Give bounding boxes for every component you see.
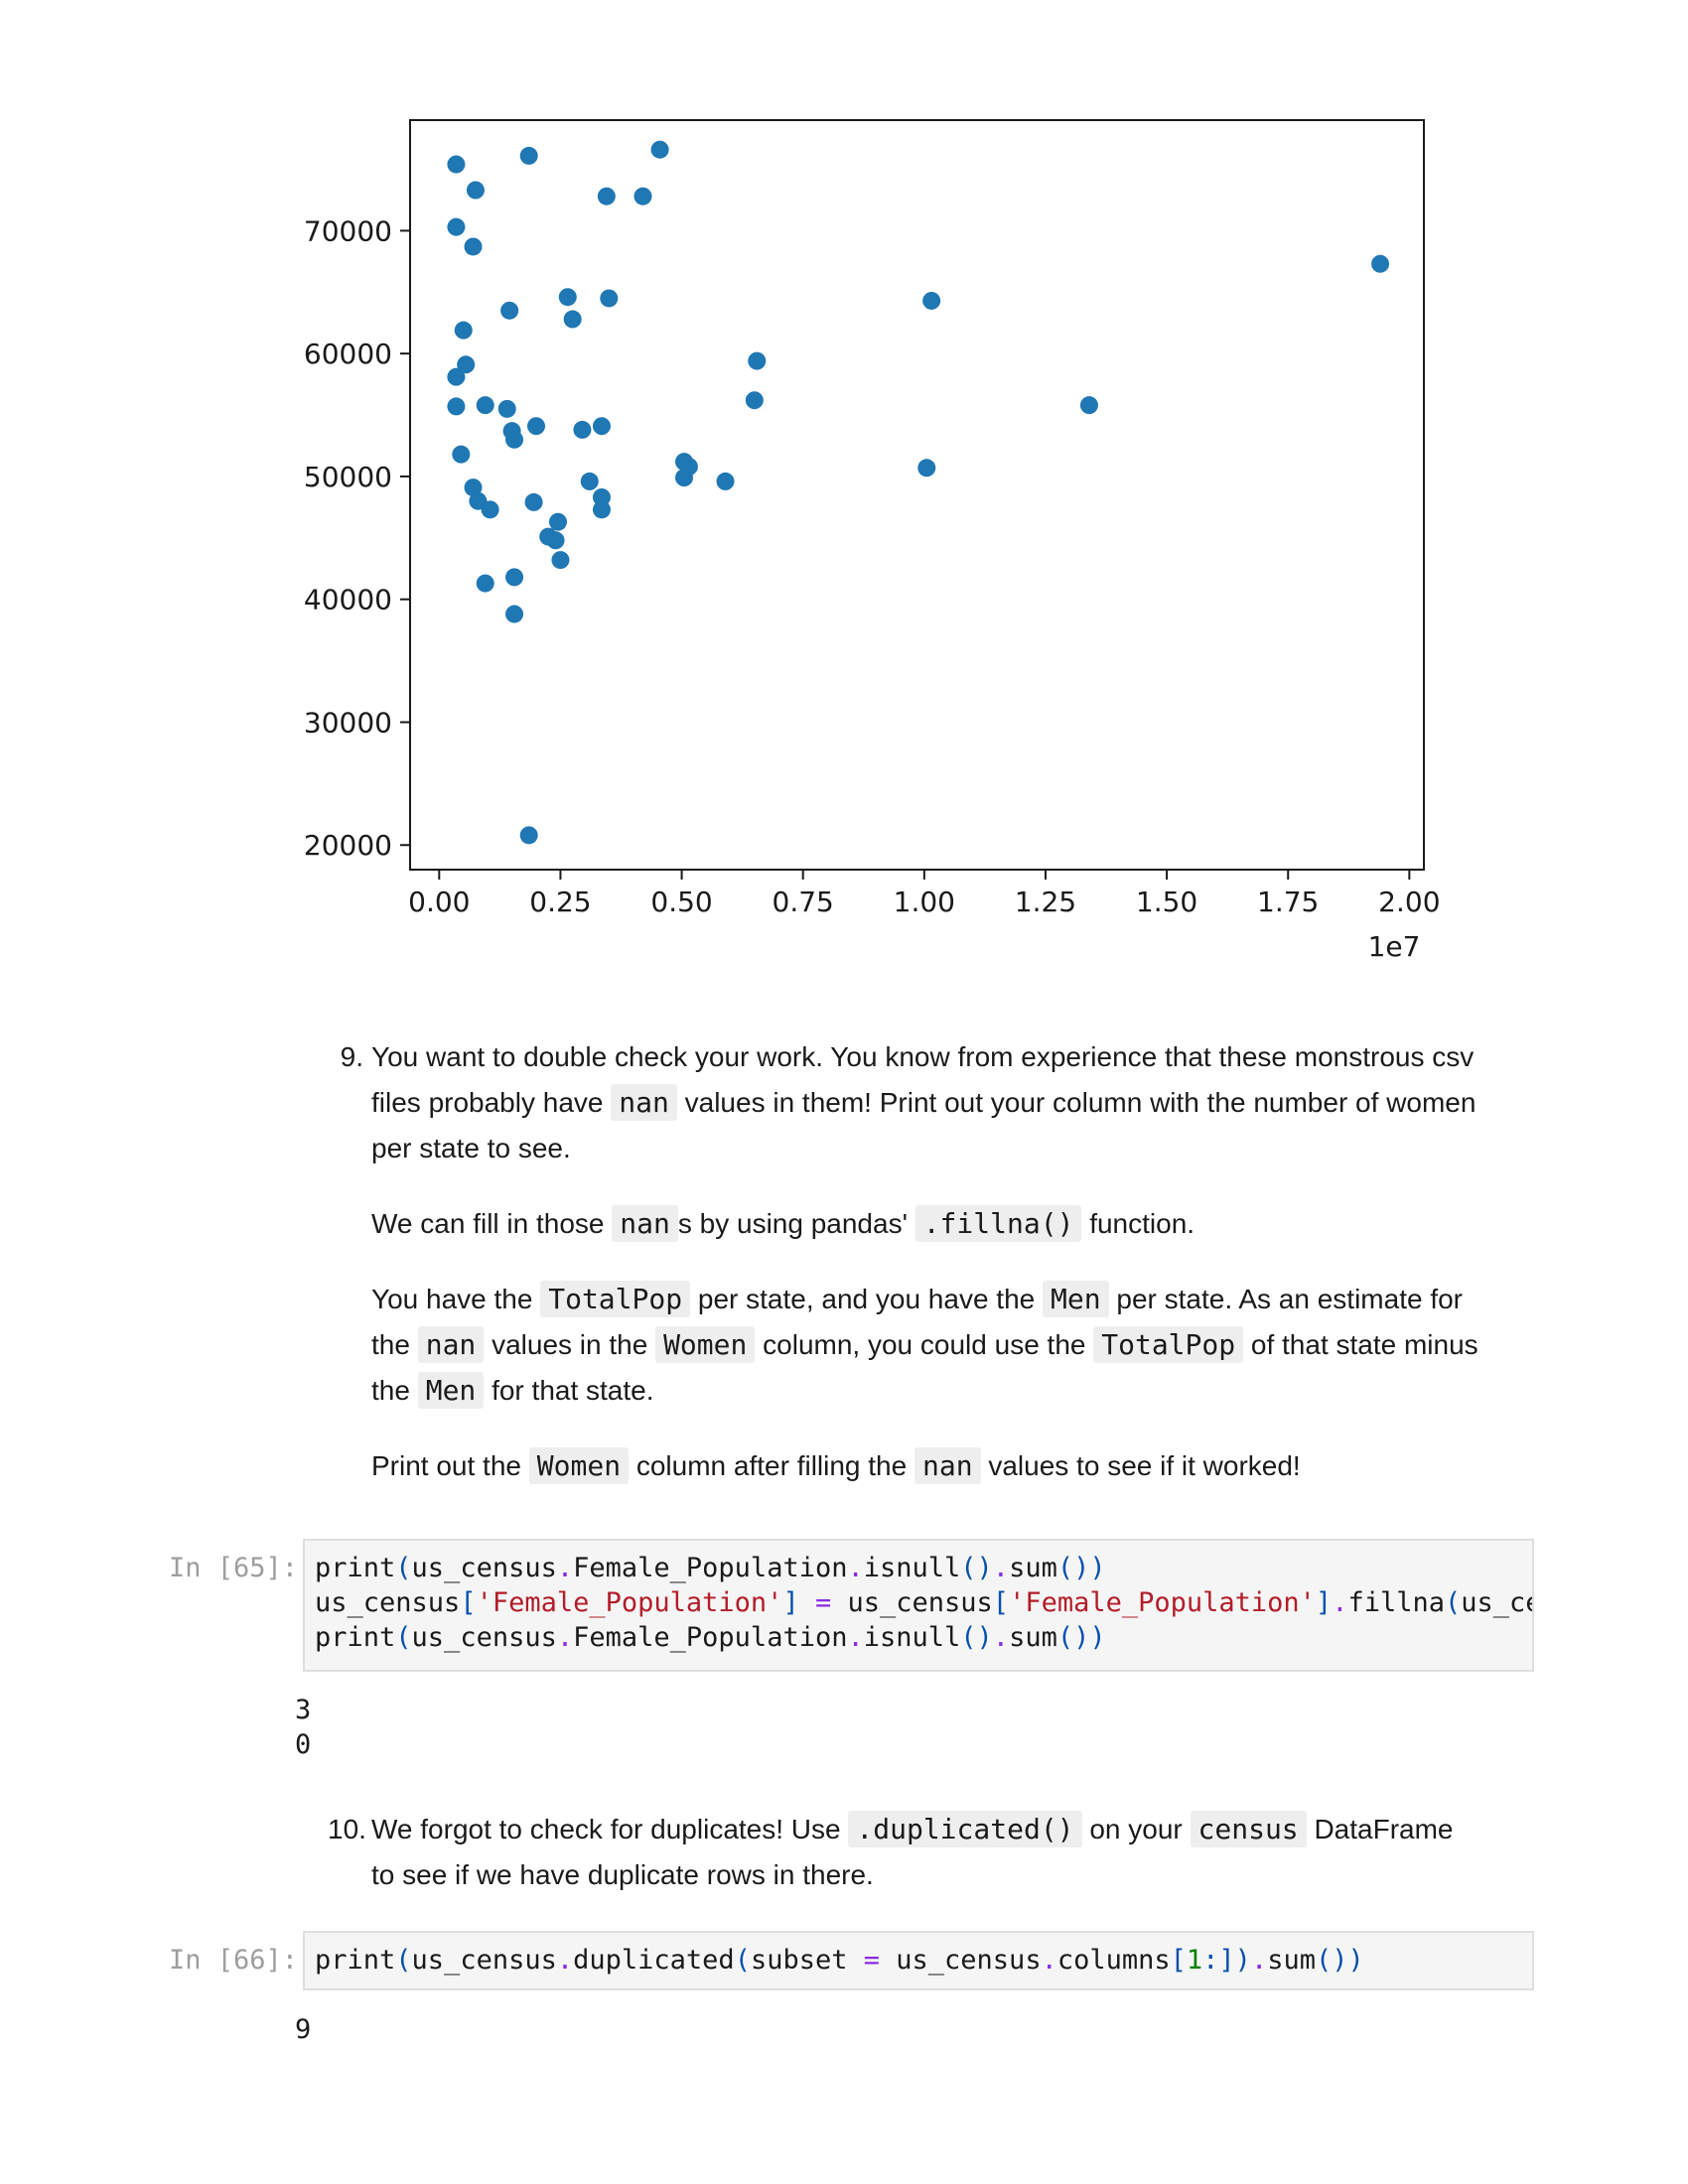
cell-output: 3 0 bbox=[295, 1693, 311, 1762]
cell-output: 9 bbox=[295, 2012, 311, 2047]
scatter-point bbox=[650, 140, 669, 159]
x-multiplier-label: 1e7 bbox=[1368, 930, 1421, 963]
scatter-point bbox=[452, 445, 471, 464]
cell-prompt: In [66]: bbox=[168, 1945, 298, 1976]
x-tick-label: 0.00 bbox=[408, 886, 470, 918]
y-tick-label: 60000 bbox=[304, 338, 392, 370]
scatter-point bbox=[716, 472, 735, 490]
inline-code: nan bbox=[417, 1326, 485, 1363]
scatter-point bbox=[481, 500, 499, 519]
list-number: 9. bbox=[340, 1041, 363, 1072]
scatter-point bbox=[505, 568, 524, 587]
scatter-point bbox=[500, 301, 519, 320]
scatter-point bbox=[548, 512, 567, 531]
scatter-point bbox=[558, 288, 577, 307]
y-tick-label: 20000 bbox=[304, 829, 392, 862]
y-tick-label: 50000 bbox=[304, 461, 392, 493]
scatter-point bbox=[519, 146, 538, 165]
q9-paragraph-3: You have the TotalPop per state, and you… bbox=[371, 1281, 1478, 1409]
points-layer bbox=[447, 140, 1390, 845]
inline-code: nan bbox=[914, 1447, 981, 1484]
scatter-point bbox=[447, 217, 466, 236]
scatter-point bbox=[597, 187, 616, 205]
markdown-q10: 10. We forgot to check for duplicates! U… bbox=[328, 1807, 1479, 1928]
markdown-q9: 9. You want to double check your work. Y… bbox=[328, 1034, 1479, 1519]
inline-code: nan bbox=[612, 1205, 678, 1242]
scatter-point bbox=[454, 321, 473, 340]
q9-paragraph-1: You want to double check your work. You … bbox=[371, 1041, 1477, 1163]
scatter-point bbox=[447, 367, 466, 386]
inline-code: Men bbox=[417, 1372, 485, 1409]
x-tick-label: 1.50 bbox=[1136, 886, 1197, 918]
scatter-point bbox=[466, 181, 485, 200]
scatter-point bbox=[476, 574, 494, 593]
scatter-point bbox=[633, 187, 652, 205]
scatter-point bbox=[1371, 254, 1390, 273]
scatter-point bbox=[505, 430, 524, 449]
inline-code: TotalPop bbox=[540, 1281, 691, 1317]
scatter-point bbox=[476, 396, 494, 415]
x-tick-label: 0.75 bbox=[773, 886, 834, 918]
output-line: 0 bbox=[295, 1729, 312, 1760]
scatter-point bbox=[464, 478, 483, 497]
scatter-point bbox=[563, 310, 582, 329]
scatter-point bbox=[551, 551, 570, 570]
scatter-point bbox=[745, 391, 764, 410]
q9-paragraph-4: Print out the Women column after filling… bbox=[371, 1447, 1301, 1484]
scatter-point bbox=[464, 237, 483, 256]
code-input[interactable]: print(us_census.Female_Population.isnull… bbox=[303, 1539, 1534, 1672]
scatter-point bbox=[497, 399, 516, 418]
output-line: 3 bbox=[295, 1695, 312, 1725]
scatter-chart: 0.00 0.25 0.50 0.75 1.00 1.25 1.50 1.75 2.00 200… bbox=[304, 119, 1441, 963]
inline-code: nan bbox=[611, 1084, 677, 1121]
scatter-point bbox=[600, 289, 619, 308]
scatter-point bbox=[917, 459, 936, 478]
x-tick-label: 1.00 bbox=[894, 886, 955, 918]
scatter-point bbox=[519, 826, 538, 845]
inline-code: TotalPop bbox=[1093, 1326, 1244, 1363]
inline-code: Women bbox=[655, 1326, 756, 1363]
inline-code: .fillna() bbox=[914, 1205, 1082, 1242]
x-ticks: 0.00 0.25 0.50 0.75 1.00 1.25 1.50 1.75 2.00 bbox=[408, 870, 1441, 918]
scatter-point bbox=[505, 605, 524, 623]
scatter-point bbox=[748, 351, 767, 370]
inline-code: Men bbox=[1043, 1281, 1109, 1317]
scatter-point bbox=[592, 417, 611, 436]
scatter-point bbox=[524, 492, 543, 511]
q10-paragraph: We forgot to check for duplicates! Use .… bbox=[371, 1811, 1454, 1890]
x-tick-label: 2.00 bbox=[1378, 886, 1440, 918]
y-tick-label: 40000 bbox=[304, 584, 392, 616]
scatter-point bbox=[675, 469, 694, 487]
x-tick-label: 1.75 bbox=[1257, 886, 1319, 918]
scatter-point bbox=[1079, 396, 1098, 415]
list-number: 10. bbox=[328, 1814, 366, 1844]
scatter-point bbox=[573, 420, 592, 439]
x-tick-label: 0.50 bbox=[650, 886, 712, 918]
y-ticks: 20000 30000 40000 50000 60000 70000 bbox=[304, 214, 410, 862]
inline-code: census bbox=[1190, 1811, 1307, 1847]
y-tick-label: 70000 bbox=[304, 214, 392, 247]
scatter-point bbox=[457, 355, 476, 374]
scatter-point bbox=[546, 531, 565, 550]
plot-frame bbox=[409, 119, 1425, 871]
cell-prompt: In [65]: bbox=[168, 1553, 298, 1583]
scatter-point bbox=[447, 397, 466, 416]
x-tick-label: 1.25 bbox=[1015, 886, 1076, 918]
inline-code: Women bbox=[528, 1447, 630, 1484]
output-line: 9 bbox=[295, 2014, 312, 2045]
y-tick-label: 30000 bbox=[304, 706, 392, 739]
inline-code: .duplicated() bbox=[848, 1811, 1082, 1847]
scatter-point bbox=[922, 291, 941, 310]
scatter-point bbox=[592, 487, 611, 506]
scatter-point bbox=[592, 500, 611, 519]
x-tick-label: 0.25 bbox=[529, 886, 591, 918]
scatter-point bbox=[447, 155, 466, 174]
scatter-point bbox=[580, 472, 599, 490]
code-input[interactable]: print(us_census.duplicated(subset = us_c… bbox=[303, 1931, 1534, 1990]
scatter-point bbox=[527, 417, 546, 436]
q9-paragraph-2: We can fill in those nan s by using panda… bbox=[371, 1205, 1196, 1242]
